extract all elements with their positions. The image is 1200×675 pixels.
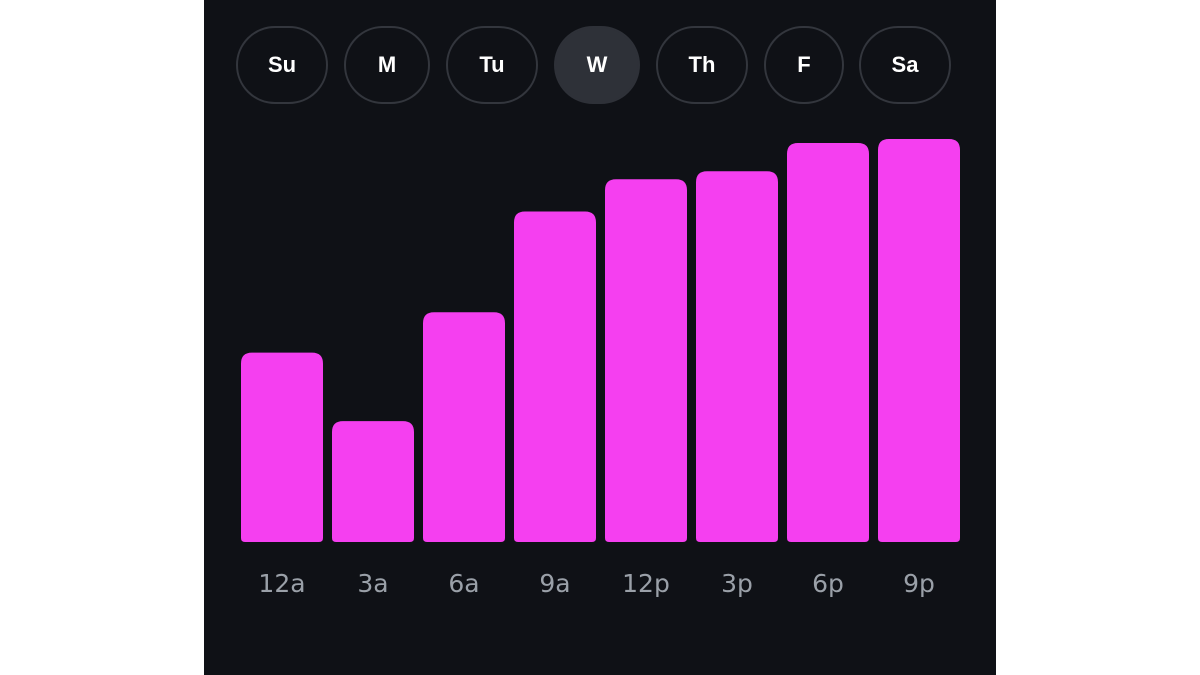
x-tick-label: 9a <box>539 569 570 598</box>
day-tab-wednesday[interactable]: W <box>554 26 640 104</box>
bar-3p[interactable] <box>696 171 778 543</box>
bar-3a[interactable] <box>332 421 414 542</box>
x-tick-label: 6a <box>448 569 479 598</box>
x-tick-label: 3a <box>357 569 388 598</box>
day-tab-tuesday[interactable]: Tu <box>446 26 538 104</box>
bar-6a[interactable] <box>423 312 505 542</box>
day-tab-friday[interactable]: F <box>764 26 844 104</box>
bar-12a[interactable] <box>241 352 323 542</box>
popular-times-panel: Su M Tu W Th F Sa 12a 3a 6a 9a 12p 3p 6p 9p <box>204 0 996 675</box>
bar-9a[interactable] <box>514 211 596 543</box>
day-tab-saturday[interactable]: Sa <box>859 26 951 104</box>
day-tab-sunday[interactable]: Su <box>236 26 328 104</box>
bar-9p[interactable] <box>878 139 960 542</box>
hourly-bar-chart: 12a 3a 6a 9a 12p 3p 6p 9p <box>241 139 960 598</box>
day-tab-monday[interactable]: M <box>344 26 430 104</box>
x-tick-label: 9p <box>903 569 935 598</box>
x-tick-label: 12a <box>258 569 305 598</box>
x-tick-label: 3p <box>721 569 753 598</box>
bar-6p[interactable] <box>787 143 869 542</box>
x-tick-label: 6p <box>812 569 844 598</box>
x-tick-label: 12p <box>622 569 670 598</box>
day-tab-thursday[interactable]: Th <box>656 26 748 104</box>
bar-12p[interactable] <box>605 179 687 543</box>
